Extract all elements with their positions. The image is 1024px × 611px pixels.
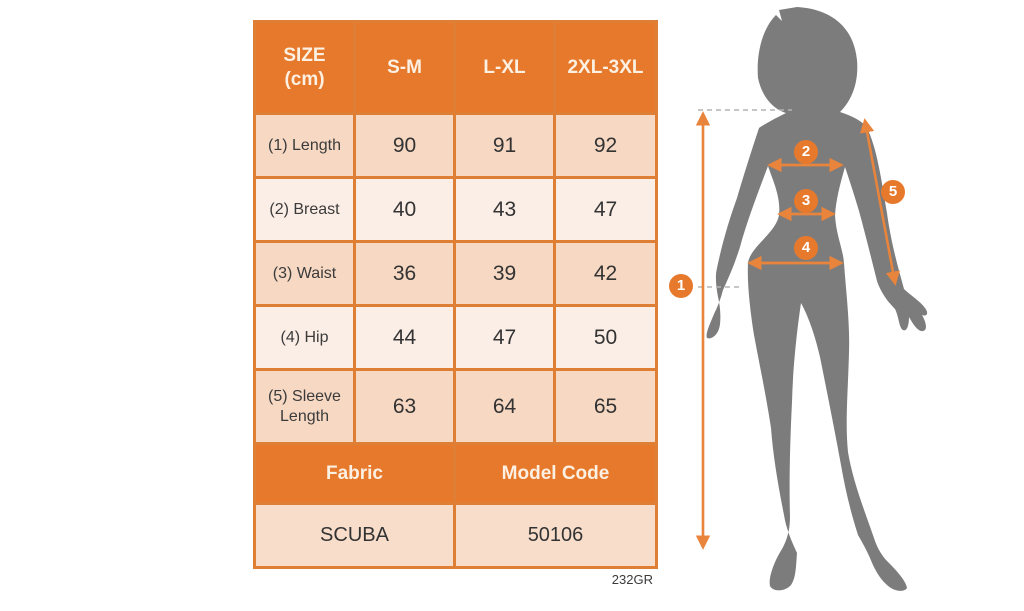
- row-label: (5) Sleeve Length: [253, 368, 356, 445]
- measure-badge-1: 1: [669, 274, 693, 298]
- column-header-l-xl: L-XL: [453, 20, 556, 115]
- cell-value: 44: [353, 304, 456, 371]
- row-label: (3) Waist: [253, 240, 356, 307]
- info-header-row: Fabric Model Code: [253, 442, 658, 505]
- cell-value: 65: [553, 368, 658, 445]
- cell-value: 39: [453, 240, 556, 307]
- fabric-value: SCUBA: [253, 502, 456, 569]
- chart-code-note: 232GR: [611, 572, 653, 587]
- table-row-sleeve-length: (5) Sleeve Length 63 64 65: [253, 368, 658, 445]
- cell-value: 47: [553, 176, 658, 243]
- table-row-hip: (4) Hip 44 47 50: [253, 304, 658, 371]
- table-row-length: (1) Length 90 91 92: [253, 112, 658, 179]
- measure-badge-3: 3: [794, 189, 818, 213]
- sleeve-arrow: [863, 120, 900, 286]
- cell-value: 63: [353, 368, 456, 445]
- row-label: (2) Breast: [253, 176, 356, 243]
- model-code-value: 50106: [453, 502, 658, 569]
- info-value-row: SCUBA 50106: [253, 502, 658, 569]
- fabric-header: Fabric: [253, 442, 456, 505]
- size-unit-header: SIZE (cm): [253, 20, 356, 115]
- model-code-header: Model Code: [453, 442, 658, 505]
- measure-badge-2: 2: [794, 140, 818, 164]
- row-label: (4) Hip: [253, 304, 356, 371]
- cell-value: 64: [453, 368, 556, 445]
- table-row-breast: (2) Breast 40 43 47: [253, 176, 658, 243]
- cell-value: 42: [553, 240, 658, 307]
- measure-arrows: [695, 111, 900, 550]
- size-chart-header-row: SIZE (cm) S-M L-XL 2XL-3XL: [253, 20, 658, 115]
- size-chart: SIZE (cm) S-M L-XL 2XL-3XL (1) Length 90…: [253, 20, 658, 587]
- cell-value: 40: [353, 176, 456, 243]
- cell-value: 90: [353, 112, 456, 179]
- cell-value: 43: [453, 176, 556, 243]
- cell-value: 47: [453, 304, 556, 371]
- female-silhouette: [706, 7, 928, 591]
- size-chart-table: SIZE (cm) S-M L-XL 2XL-3XL (1) Length 90…: [253, 20, 658, 569]
- cell-value: 36: [353, 240, 456, 307]
- cell-value: 50: [553, 304, 658, 371]
- table-row-waist: (3) Waist 36 39 42: [253, 240, 658, 307]
- measure-badge-5: 5: [881, 180, 905, 204]
- measure-badge-4: 4: [794, 236, 818, 260]
- row-label: (1) Length: [253, 112, 356, 179]
- column-header-2xl-3xl: 2XL-3XL: [553, 20, 658, 115]
- cell-value: 92: [553, 112, 658, 179]
- cell-value: 91: [453, 112, 556, 179]
- column-header-s-m: S-M: [353, 20, 456, 115]
